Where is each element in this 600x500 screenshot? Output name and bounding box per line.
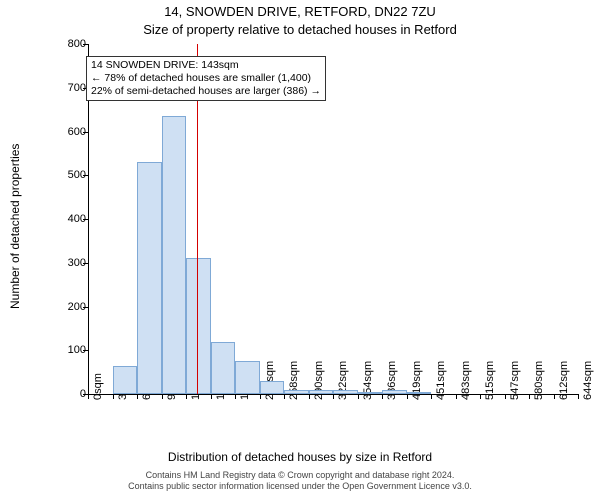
x-tick bbox=[88, 394, 89, 399]
x-tick bbox=[137, 394, 138, 399]
histogram-bar bbox=[358, 392, 383, 394]
chart-container: 14, SNOWDEN DRIVE, RETFORD, DN22 7ZU Siz… bbox=[0, 0, 600, 500]
histogram-bar bbox=[235, 361, 260, 394]
x-tick bbox=[333, 394, 334, 399]
y-tick-label: 500 bbox=[68, 169, 86, 181]
histogram-bar bbox=[333, 390, 358, 394]
footer-line1: Contains HM Land Registry data © Crown c… bbox=[0, 470, 600, 481]
x-tick-label: 483sqm bbox=[460, 361, 472, 400]
x-tick-label: 0sqm bbox=[92, 373, 104, 400]
histogram-bar bbox=[382, 390, 407, 394]
histogram-bar bbox=[186, 258, 211, 394]
y-axis-label: Number of detached properties bbox=[8, 144, 22, 309]
y-tick-label: 0 bbox=[80, 388, 86, 400]
x-tick-label: 258sqm bbox=[288, 361, 300, 400]
x-tick bbox=[382, 394, 383, 399]
x-tick bbox=[407, 394, 408, 399]
histogram-bar bbox=[113, 366, 138, 394]
x-tick-label: 515sqm bbox=[484, 361, 496, 400]
x-tick bbox=[578, 394, 579, 399]
x-tick-label: 386sqm bbox=[386, 361, 398, 400]
y-tick-label: 400 bbox=[68, 213, 86, 225]
x-tick-label: 290sqm bbox=[313, 361, 325, 400]
annotation-line: ← 78% of detached houses are smaller (1,… bbox=[91, 72, 321, 85]
x-tick-label: 322sqm bbox=[337, 361, 349, 400]
x-tick bbox=[505, 394, 506, 399]
x-tick bbox=[284, 394, 285, 399]
annotation-line: 22% of semi-detached houses are larger (… bbox=[91, 85, 321, 98]
x-tick-label: 612sqm bbox=[558, 361, 570, 400]
x-axis-label: Distribution of detached houses by size … bbox=[0, 450, 600, 464]
annotation-line: 14 SNOWDEN DRIVE: 143sqm bbox=[91, 59, 321, 72]
x-tick bbox=[211, 394, 212, 399]
x-tick bbox=[113, 394, 114, 399]
chart-footer: Contains HM Land Registry data © Crown c… bbox=[0, 470, 600, 492]
chart-title-line1: 14, SNOWDEN DRIVE, RETFORD, DN22 7ZU bbox=[0, 4, 600, 19]
histogram-bar bbox=[137, 162, 162, 394]
histogram-bar bbox=[260, 381, 285, 394]
y-tick-label: 300 bbox=[68, 257, 86, 269]
y-tick-label: 100 bbox=[68, 344, 86, 356]
x-tick-label: 354sqm bbox=[362, 361, 374, 400]
x-tick-label: 419sqm bbox=[411, 361, 423, 400]
x-tick-label: 547sqm bbox=[509, 361, 521, 400]
histogram-bar bbox=[407, 392, 432, 394]
y-tick-label: 700 bbox=[68, 82, 86, 94]
histogram-bar bbox=[309, 390, 334, 394]
x-tick-label: 644sqm bbox=[582, 361, 594, 400]
histogram-bar bbox=[284, 390, 309, 394]
histogram-bar bbox=[162, 116, 187, 394]
x-tick bbox=[554, 394, 555, 399]
annotation-box: 14 SNOWDEN DRIVE: 143sqm← 78% of detache… bbox=[86, 56, 326, 101]
histogram-bar bbox=[211, 342, 236, 395]
x-tick bbox=[186, 394, 187, 399]
footer-line2: Contains public sector information licen… bbox=[0, 481, 600, 492]
x-tick bbox=[431, 394, 432, 399]
x-tick bbox=[456, 394, 457, 399]
y-tick-label: 600 bbox=[68, 126, 86, 138]
x-tick-label: 451sqm bbox=[435, 361, 447, 400]
x-tick bbox=[358, 394, 359, 399]
x-tick bbox=[235, 394, 236, 399]
chart-title-line2: Size of property relative to detached ho… bbox=[0, 22, 600, 37]
x-tick bbox=[162, 394, 163, 399]
x-tick bbox=[529, 394, 530, 399]
x-tick bbox=[260, 394, 261, 399]
x-tick bbox=[309, 394, 310, 399]
y-tick-label: 800 bbox=[68, 38, 86, 50]
x-tick bbox=[480, 394, 481, 399]
y-tick-label: 200 bbox=[68, 301, 86, 313]
x-tick-label: 580sqm bbox=[533, 361, 545, 400]
